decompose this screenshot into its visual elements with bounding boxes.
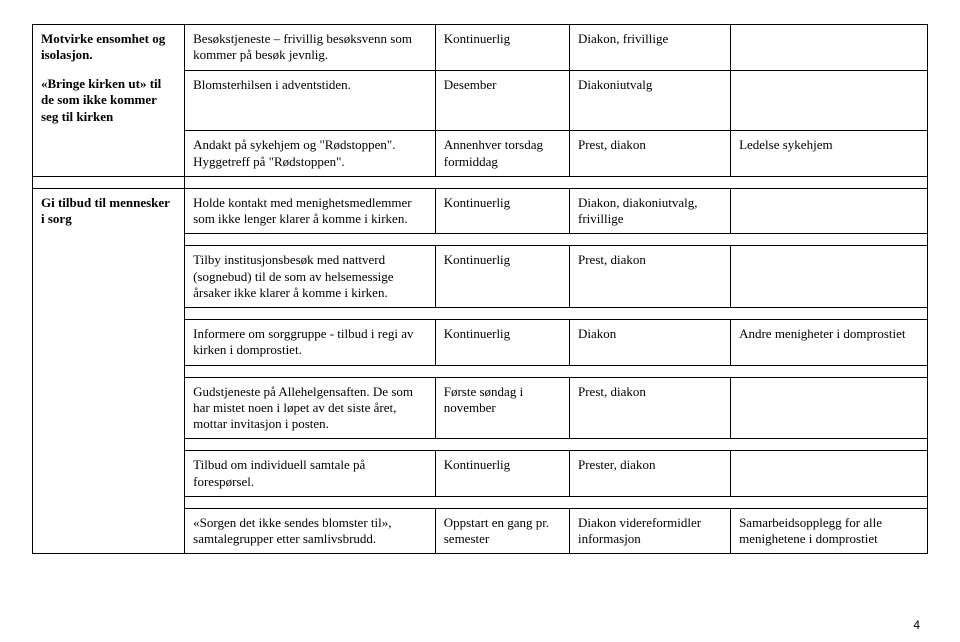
table-cell: Prester, diakon <box>569 451 730 497</box>
table-row: «Bringe kirken ut» til de som ikke komme… <box>33 70 928 131</box>
table-cell: Motvirke ensomhet og isolasjon. <box>33 25 185 71</box>
table-cell <box>731 25 928 71</box>
table-cell: «Bringe kirken ut» til de som ikke komme… <box>33 70 185 131</box>
table-row: Gi tilbud til mennesker i sorgHolde kont… <box>33 188 928 234</box>
table-cell: Tilby institusjonsbesøk med nattverd (so… <box>185 246 436 308</box>
table-cell: Informere om sorggruppe - tilbud i regi … <box>185 320 436 366</box>
table-row: Tilbud om individuell samtale på forespø… <box>33 451 928 497</box>
table-cell: Kontinuerlig <box>435 451 569 497</box>
table-cell: Tilbud om individuell samtale på forespø… <box>185 451 436 497</box>
table-cell: Diakon, frivillige <box>569 25 730 71</box>
table-cell <box>33 246 185 308</box>
table-cell <box>731 188 928 234</box>
table-cell: Andre menigheter i domprostiet <box>731 320 928 366</box>
table-cell: Prest, diakon <box>569 377 730 439</box>
table-cell <box>731 70 928 131</box>
table-cell: Diakon videreformidler informasjon <box>569 508 730 554</box>
table-row: Motvirke ensomhet og isolasjon.Besøkstje… <box>33 25 928 71</box>
table-cell <box>33 377 185 439</box>
table-cell: Kontinuerlig <box>435 246 569 308</box>
table-cell: Ledelse sykehjem <box>731 131 928 177</box>
table-cell <box>33 508 185 554</box>
table-row: «Sorgen det ikke sendes blomster til», s… <box>33 508 928 554</box>
table-cell: Samarbeidsopplegg for alle menighetene i… <box>731 508 928 554</box>
table-cell <box>33 320 185 366</box>
table-cell: Prest, diakon <box>569 131 730 177</box>
table-cell <box>731 377 928 439</box>
table-cell: Diakon <box>569 320 730 366</box>
table-cell: Diakon, diakoniutvalg, frivillige <box>569 188 730 234</box>
table-cell: Prest, diakon <box>569 246 730 308</box>
table-cell: Besøkstjeneste – frivillig besøksvenn so… <box>185 25 436 71</box>
table-row: Gudstjeneste på Allehelgensaften. De som… <box>33 377 928 439</box>
table-cell: Kontinuerlig <box>435 188 569 234</box>
plan-table: Motvirke ensomhet og isolasjon.Besøkstje… <box>32 24 928 554</box>
table-cell: Oppstart en gang pr. semester <box>435 508 569 554</box>
table-cell: Blomsterhilsen i adventstiden. <box>185 70 436 131</box>
table-row: Andakt på sykehjem og "Rødstoppen". Hygg… <box>33 131 928 177</box>
table-row: Tilby institusjonsbesøk med nattverd (so… <box>33 246 928 308</box>
table-cell: «Sorgen det ikke sendes blomster til», s… <box>185 508 436 554</box>
table-row: Informere om sorggruppe - tilbud i regi … <box>33 320 928 366</box>
table-cell <box>33 451 185 497</box>
table-cell: Annenhver torsdag formiddag <box>435 131 569 177</box>
page-number: 4 <box>913 618 920 632</box>
table-cell: Andakt på sykehjem og "Rødstoppen". Hygg… <box>185 131 436 177</box>
table-cell: Holde kontakt med menighetsmedlemmer som… <box>185 188 436 234</box>
table-cell: Kontinuerlig <box>435 25 569 71</box>
table-cell <box>731 451 928 497</box>
table-cell: Gi tilbud til mennesker i sorg <box>33 188 185 234</box>
table-cell <box>33 131 185 177</box>
table-cell: Diakoniutvalg <box>569 70 730 131</box>
table-cell: Kontinuerlig <box>435 320 569 366</box>
table-cell: Gudstjeneste på Allehelgensaften. De som… <box>185 377 436 439</box>
table-cell: Første søndag i november <box>435 377 569 439</box>
table-cell: Desember <box>435 70 569 131</box>
table-cell <box>731 246 928 308</box>
